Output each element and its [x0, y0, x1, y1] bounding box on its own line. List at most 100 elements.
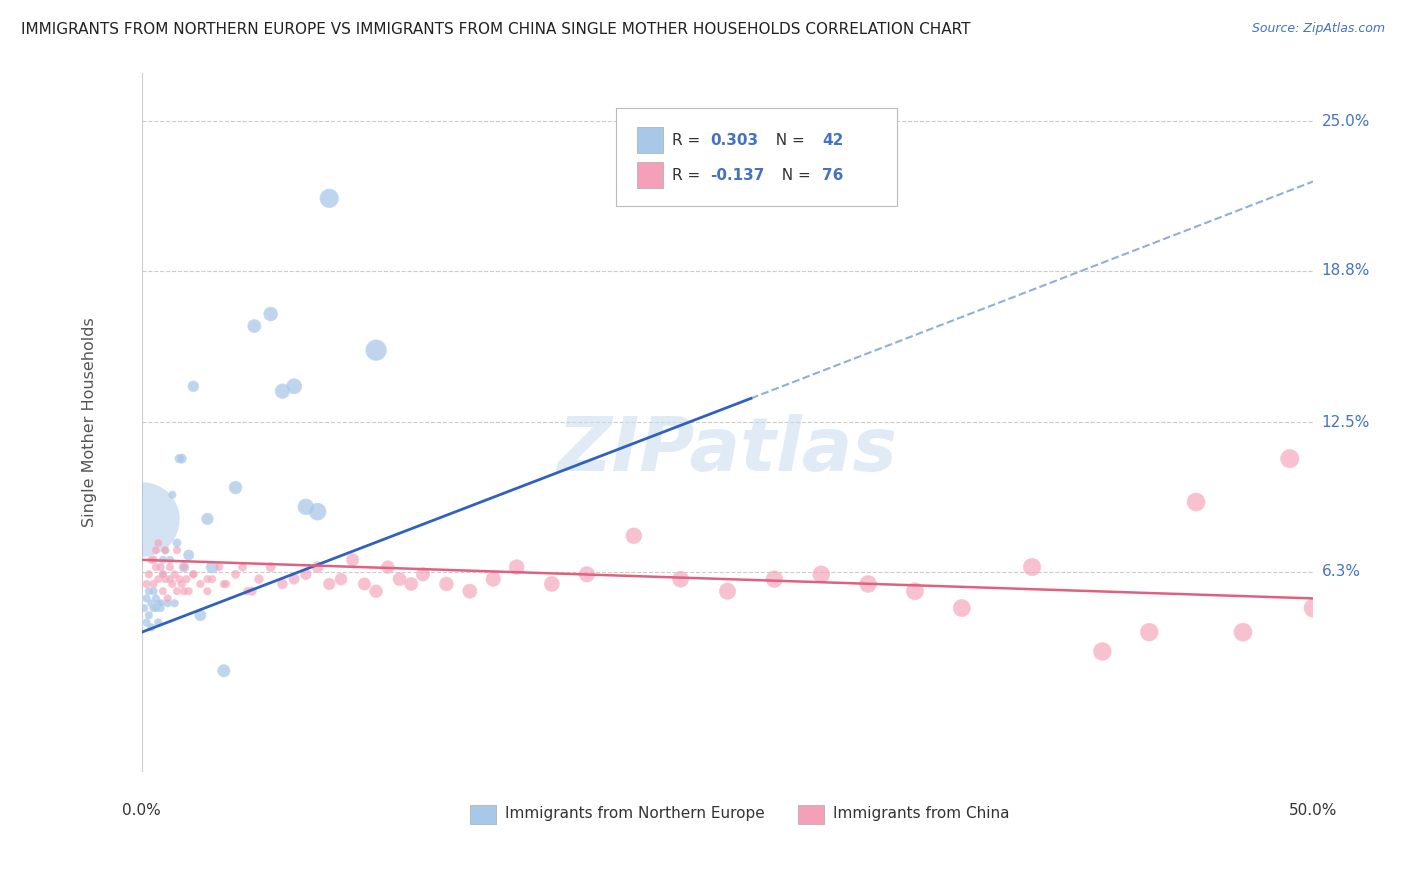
Point — [295, 567, 318, 582]
Point — [183, 379, 205, 393]
Point — [763, 572, 786, 586]
Point — [215, 577, 238, 591]
Point — [152, 567, 174, 582]
Point — [183, 567, 205, 582]
Point — [131, 512, 153, 526]
Point — [163, 567, 186, 582]
Point — [166, 536, 188, 550]
Point — [148, 572, 170, 586]
Point — [152, 584, 174, 599]
Point — [148, 596, 170, 610]
Text: Immigrants from China: Immigrants from China — [832, 806, 1010, 822]
Point — [307, 505, 329, 519]
Point — [162, 577, 184, 591]
Point — [163, 596, 186, 610]
Point — [141, 596, 163, 610]
Text: R =: R = — [672, 168, 706, 183]
Text: 18.8%: 18.8% — [1322, 263, 1369, 278]
Point — [201, 572, 224, 586]
Point — [155, 543, 177, 558]
Text: 0.0%: 0.0% — [122, 803, 162, 818]
FancyBboxPatch shape — [637, 127, 664, 153]
Point — [149, 596, 172, 610]
Point — [330, 572, 353, 586]
Point — [176, 572, 198, 586]
Point — [240, 584, 263, 599]
Point — [145, 591, 167, 606]
Point — [197, 584, 219, 599]
Point — [482, 572, 505, 586]
Text: -0.137: -0.137 — [710, 168, 765, 183]
Text: 42: 42 — [823, 133, 844, 147]
Point — [142, 577, 165, 591]
Point — [260, 560, 283, 574]
Point — [1185, 495, 1208, 509]
Point — [225, 567, 247, 582]
Point — [1021, 560, 1043, 574]
Point — [190, 608, 212, 623]
Point — [169, 572, 191, 586]
Point — [177, 584, 200, 599]
Text: R =: R = — [672, 133, 706, 147]
Point — [342, 553, 364, 567]
Point — [177, 548, 200, 562]
Point — [271, 577, 294, 591]
Point — [1091, 644, 1114, 658]
Point — [145, 601, 167, 615]
Point — [208, 560, 231, 574]
Point — [197, 512, 219, 526]
Point — [399, 577, 422, 591]
Point — [247, 572, 270, 586]
Point — [1232, 625, 1254, 640]
Point — [183, 567, 205, 582]
Point — [950, 601, 973, 615]
Point — [145, 560, 167, 574]
Point — [212, 664, 235, 678]
Point — [197, 572, 219, 586]
Point — [149, 601, 172, 615]
Point — [142, 553, 165, 567]
Point — [173, 560, 195, 574]
Point — [159, 560, 181, 574]
Point — [152, 567, 174, 582]
Point — [243, 319, 266, 334]
Point — [904, 584, 927, 599]
Point — [856, 577, 879, 591]
Point — [142, 601, 165, 615]
Point — [366, 584, 388, 599]
Point — [135, 577, 157, 591]
Point — [307, 560, 329, 574]
Text: Source: ZipAtlas.com: Source: ZipAtlas.com — [1251, 22, 1385, 36]
Point — [1137, 625, 1160, 640]
Point — [159, 553, 181, 567]
Point — [156, 596, 179, 610]
Point — [159, 572, 181, 586]
Point — [142, 584, 165, 599]
Point — [134, 601, 156, 615]
Text: 25.0%: 25.0% — [1322, 113, 1369, 128]
Point — [138, 608, 160, 623]
Point — [135, 591, 157, 606]
Point — [353, 577, 375, 591]
Point — [434, 577, 457, 591]
Point — [138, 584, 160, 599]
Point — [149, 560, 172, 574]
Point — [575, 567, 598, 582]
Text: 50.0%: 50.0% — [1289, 803, 1337, 818]
Text: 0.303: 0.303 — [710, 133, 758, 147]
Point — [155, 572, 177, 586]
Text: ZIPatlas: ZIPatlas — [558, 414, 897, 487]
FancyBboxPatch shape — [616, 108, 897, 206]
Point — [1302, 601, 1324, 615]
Point — [377, 560, 399, 574]
Point — [540, 577, 562, 591]
Point — [412, 567, 434, 582]
Point — [170, 577, 193, 591]
Point — [148, 615, 170, 630]
FancyBboxPatch shape — [470, 805, 495, 824]
Point — [1278, 451, 1301, 466]
Point — [458, 584, 481, 599]
Point — [225, 481, 247, 495]
Point — [669, 572, 692, 586]
Point — [388, 572, 411, 586]
